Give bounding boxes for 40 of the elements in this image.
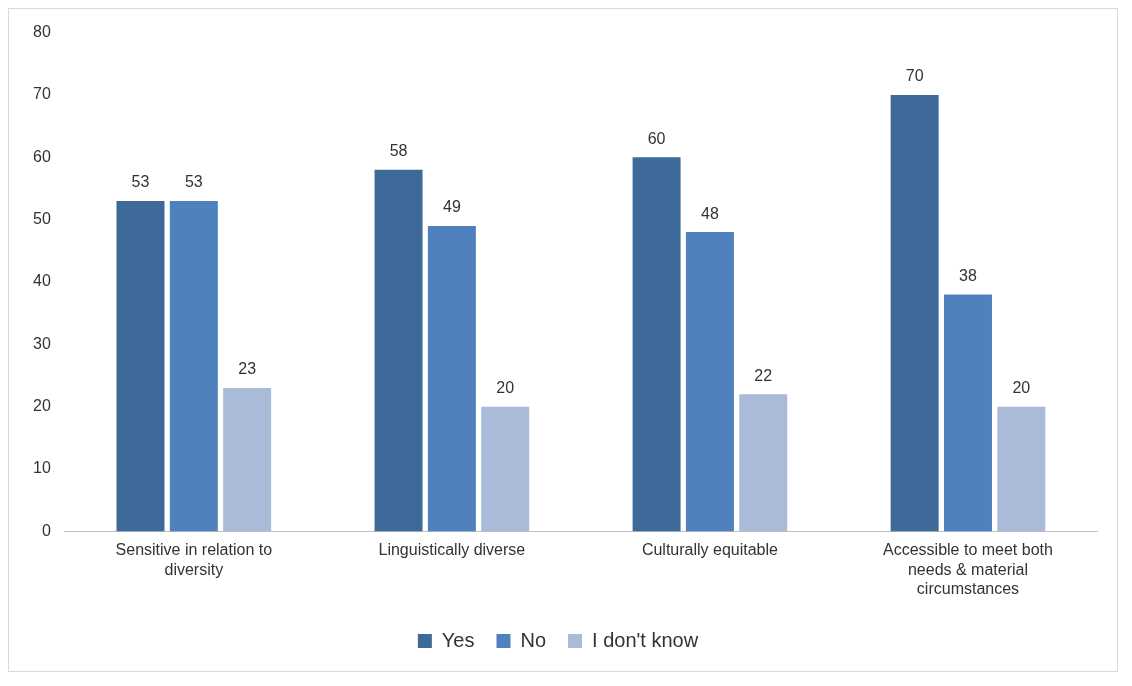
data-label: 48 bbox=[701, 204, 719, 222]
data-label: 23 bbox=[238, 360, 257, 378]
x-tick-label: Sensitive in relation to diversity bbox=[115, 541, 273, 578]
y-tick-label: 40 bbox=[33, 272, 51, 290]
y-tick-label: 0 bbox=[41, 521, 51, 539]
bar bbox=[223, 388, 272, 532]
data-label: 20 bbox=[1012, 379, 1031, 397]
bar bbox=[997, 406, 1046, 532]
y-tick-label: 30 bbox=[33, 334, 51, 352]
x-tick-label: Accessible to meet both needs & material circumstances bbox=[883, 541, 1053, 597]
x-tick-label: Culturally equitable bbox=[641, 541, 779, 559]
bar bbox=[169, 200, 218, 532]
y-tick-label: 60 bbox=[33, 147, 51, 165]
legend-label: Yes bbox=[441, 628, 475, 651]
y-tick-label: 70 bbox=[33, 85, 51, 103]
data-label: 38 bbox=[959, 266, 977, 284]
data-label: 20 bbox=[496, 379, 515, 397]
bar bbox=[943, 294, 992, 532]
data-label: 53 bbox=[184, 173, 203, 191]
legend-label: No bbox=[520, 628, 547, 651]
bar bbox=[890, 94, 939, 532]
data-label: 70 bbox=[905, 67, 924, 85]
y-tick-label: 20 bbox=[33, 397, 51, 415]
data-label: 58 bbox=[389, 142, 408, 160]
legend-label: I don't know bbox=[592, 628, 699, 651]
data-label: 60 bbox=[647, 129, 666, 147]
bar bbox=[481, 406, 530, 532]
x-tick-label: Linguistically diverse bbox=[378, 541, 526, 559]
data-label: 53 bbox=[131, 173, 150, 191]
bar bbox=[739, 394, 788, 532]
data-label: 49 bbox=[442, 198, 461, 216]
y-tick-label: 80 bbox=[33, 23, 51, 41]
bar bbox=[685, 232, 734, 532]
y-tick-label: 10 bbox=[33, 459, 51, 477]
bar bbox=[374, 169, 423, 532]
bar bbox=[632, 157, 681, 532]
data-label: 22 bbox=[754, 366, 773, 384]
y-tick-label: 50 bbox=[33, 210, 51, 228]
bar bbox=[427, 225, 476, 532]
bar bbox=[116, 200, 165, 532]
